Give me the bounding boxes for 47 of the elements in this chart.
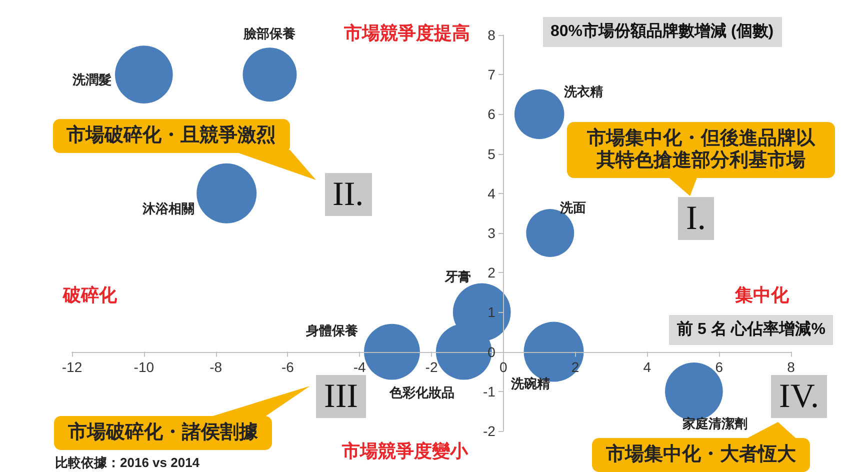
text: 比較依據：2016 vs 2014 xyxy=(55,454,200,470)
x-axis-title: 前 5 名 心佔率增減% xyxy=(669,315,834,346)
y-tick-label: 5 xyxy=(488,146,496,162)
y-tick-label: 7 xyxy=(488,66,496,83)
annotation: 洗衣精 xyxy=(564,84,603,100)
x-tick-label: 4 xyxy=(643,358,652,375)
annotation: 破碎化 xyxy=(63,284,117,306)
y-tick-label: 2 xyxy=(488,264,496,281)
x-tick-label: -2 xyxy=(425,358,438,375)
annotation: 市場破碎化・諸侯割據 xyxy=(54,416,272,450)
x-tick-label: 2 xyxy=(571,358,580,375)
annotation: 沐浴相關 xyxy=(142,200,195,217)
annotation: 市場集中化・但後進品牌以其特色搶進部分利基市場 xyxy=(567,122,835,178)
y-tick-label: 6 xyxy=(488,106,496,122)
x-tick-label: -4 xyxy=(353,358,366,375)
y-tick-label: 8 xyxy=(488,27,496,43)
annotation: II. xyxy=(324,172,372,216)
x-tick-label: 8 xyxy=(787,358,796,375)
annotation: 洗潤髮 xyxy=(72,72,112,88)
annotation: IV. xyxy=(771,374,827,418)
y-axis-title: 80%市場份額品牌數增減 (個數) xyxy=(542,17,782,48)
text: 市場集中化・大者恆大 xyxy=(592,438,810,472)
annotation: 洗碗精 xyxy=(511,376,550,392)
annotation: 牙膏 xyxy=(444,268,471,285)
y-tick-label: -2 xyxy=(482,423,496,439)
annotation: 色彩化妝品 xyxy=(389,385,454,402)
annotation: 臉部保養 xyxy=(244,26,296,42)
annotation: 市場競爭度提高 xyxy=(344,22,470,44)
annotation: I. xyxy=(678,196,714,240)
y-tick-label: 1 xyxy=(488,304,496,320)
y-tick-label: 3 xyxy=(488,225,496,241)
x-tick-label: 0 xyxy=(500,358,508,375)
x-tick-label: -8 xyxy=(210,358,222,375)
y-tick-label: 4 xyxy=(488,185,496,202)
x-tick-label: -12 xyxy=(62,358,82,375)
y-tick-label: 0 xyxy=(488,344,496,360)
text: 市場競爭度變小 xyxy=(342,440,468,462)
x-tick-label: 6 xyxy=(715,358,724,375)
annotation: 市場破碎化・且競爭激烈 xyxy=(52,119,290,153)
x-tick-label: -10 xyxy=(134,358,154,375)
annotation: 洗面 xyxy=(560,200,586,216)
annotation: 集中化 xyxy=(735,284,789,306)
annotation: III xyxy=(316,374,366,418)
y-tick-label: -1 xyxy=(482,383,496,400)
x-tick-label: -6 xyxy=(281,358,294,375)
annotation: 家庭清潔劑 xyxy=(682,416,748,432)
annotation: 身體保養 xyxy=(306,323,358,340)
